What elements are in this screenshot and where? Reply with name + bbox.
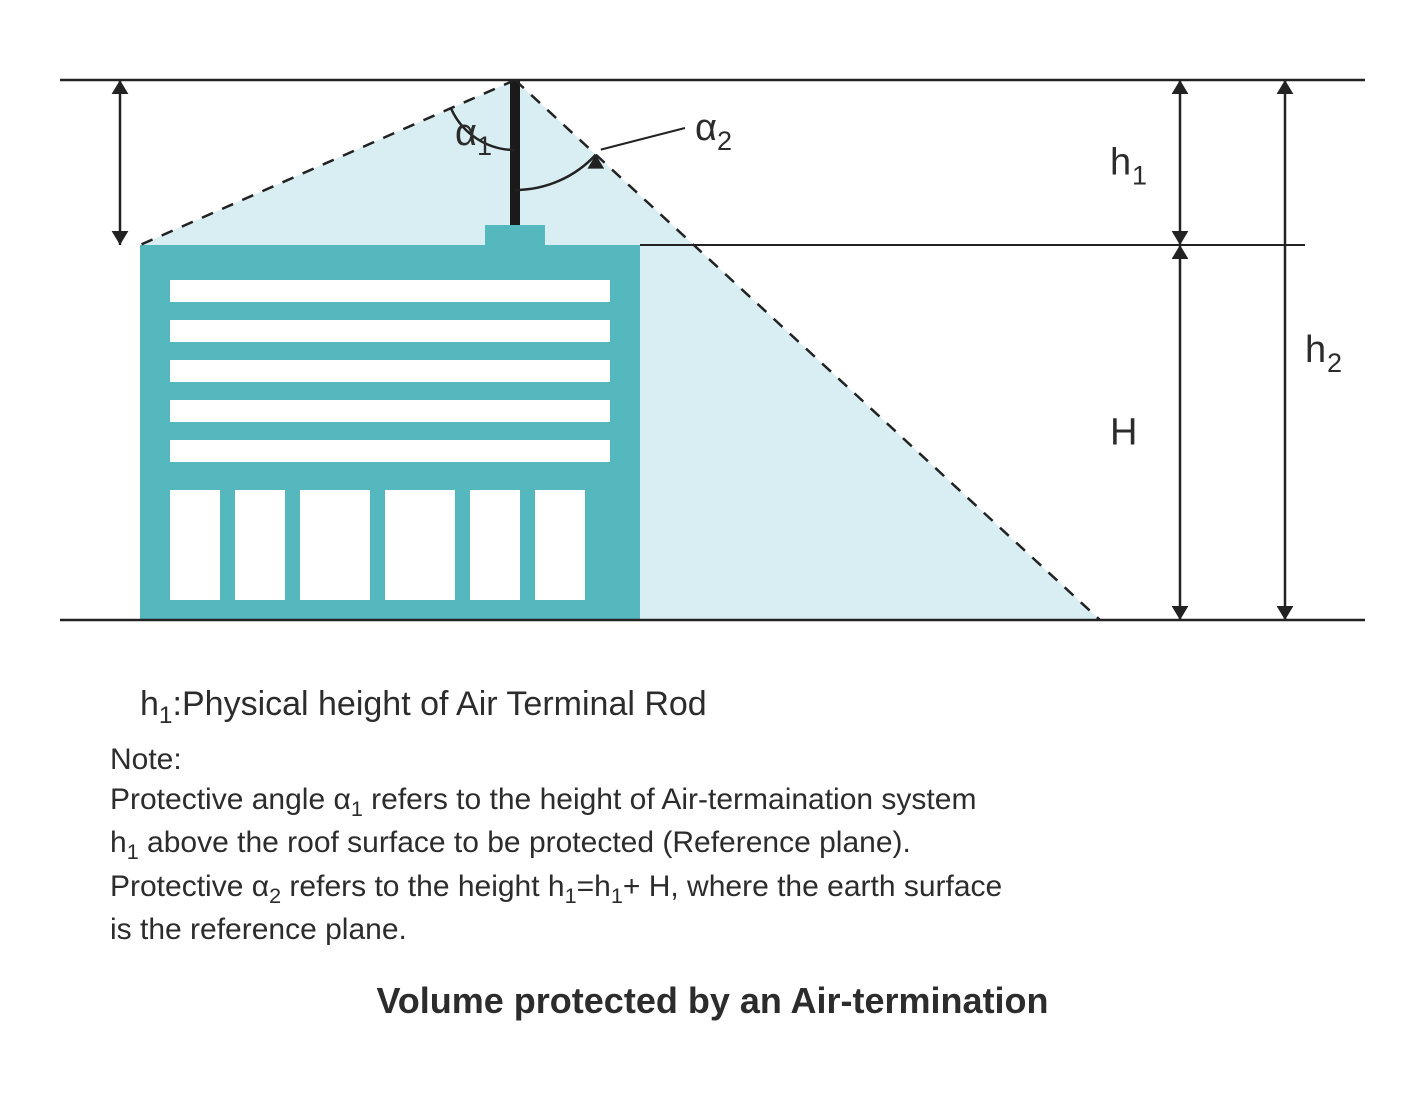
svg-text:H: H [1110,412,1137,454]
svg-text:h: h [1110,142,1131,184]
svg-text:2: 2 [717,126,732,156]
note-line-3: Protective α2 refers to the height h1=h1… [110,867,1315,910]
note-line-2: h1 above the roof surface to be protecte… [110,823,1315,866]
svg-text:α: α [695,107,717,149]
note-heading: Note: [110,740,1315,781]
h1-def-sub: 1 [159,702,173,729]
h1-definition: h1:Physical height of Air Terminal Rod [140,685,1315,730]
svg-text:1: 1 [477,131,492,161]
diagram-area: α1α2h1Hh2 [40,40,1385,650]
svg-text:2: 2 [1327,348,1342,378]
h1-def-symbol: h [140,685,159,723]
caption-block: h1:Physical height of Air Terminal Rod N… [40,650,1385,1022]
h1-def-body: :Physical height of Air Terminal Rod [173,685,707,723]
svg-text:1: 1 [1132,161,1147,191]
svg-text:h: h [1305,329,1326,371]
protection-diagram: α1α2h1Hh2 [40,40,1385,650]
note-block: Note: Protective angle α1 refers to the … [110,740,1315,950]
note-line-1: Protective angle α1 refers to the height… [110,780,1315,823]
svg-text:α: α [455,112,477,154]
note-line-4: is the reference plane. [110,910,1315,951]
diagram-title: Volume protected by an Air-termination [110,980,1315,1022]
